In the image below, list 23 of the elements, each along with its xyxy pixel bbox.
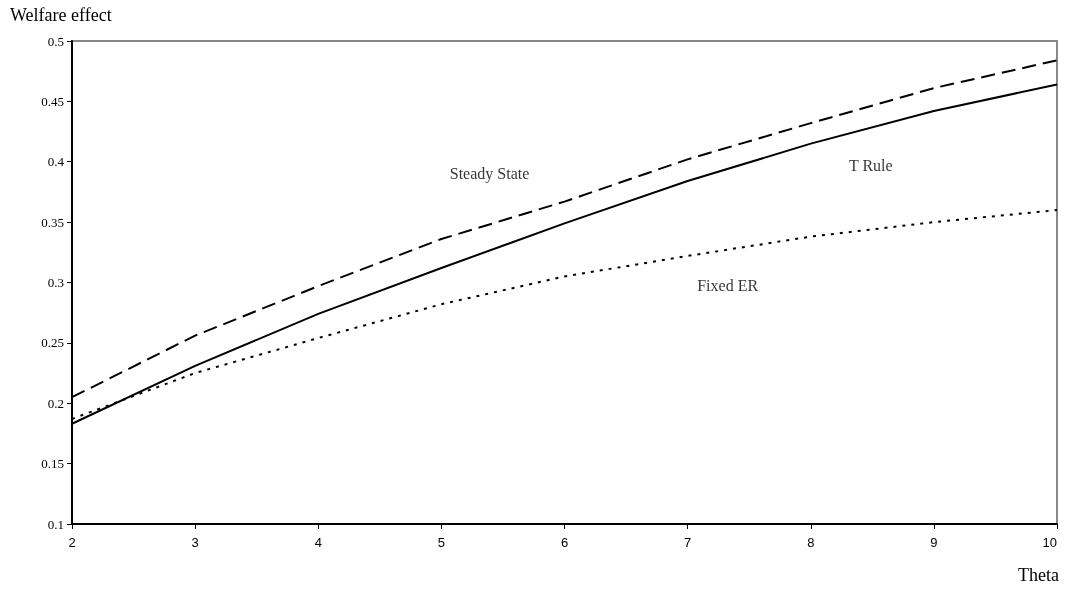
y-tick-label: 0.3 <box>47 275 64 290</box>
y-tick-label: 0.35 <box>41 214 64 230</box>
x-tick-label: 7 <box>684 535 692 550</box>
y-tick-label: 0.4 <box>47 154 65 170</box>
x-tick-label: 5 <box>437 535 445 550</box>
y-tick-label: 0.5 <box>47 33 64 49</box>
x-tick-label: 6 <box>560 535 569 550</box>
x-tick-label: 2 <box>68 535 76 550</box>
x-tick-label: 4 <box>314 535 322 550</box>
series-label: Steady State <box>449 165 530 184</box>
x-tick-label: 10 <box>1042 535 1057 550</box>
series-label: T Rule <box>848 157 893 175</box>
x-tick-label: 3 <box>191 535 199 550</box>
y-tick-label: 0.25 <box>41 335 64 351</box>
x-tick-label: 8 <box>807 535 815 550</box>
series-label: Fixed ER <box>697 277 759 295</box>
x-tick-label: 9 <box>930 535 938 550</box>
x-axis-title: Theta <box>1018 565 1060 585</box>
y-tick-label: 0.2 <box>47 395 64 411</box>
y-tick-label: 0.45 <box>41 93 64 109</box>
y-tick-label: 0.15 <box>41 456 64 472</box>
y-tick-label: 0.1 <box>47 516 64 532</box>
y-axis-title: Welfare effect <box>10 5 112 25</box>
